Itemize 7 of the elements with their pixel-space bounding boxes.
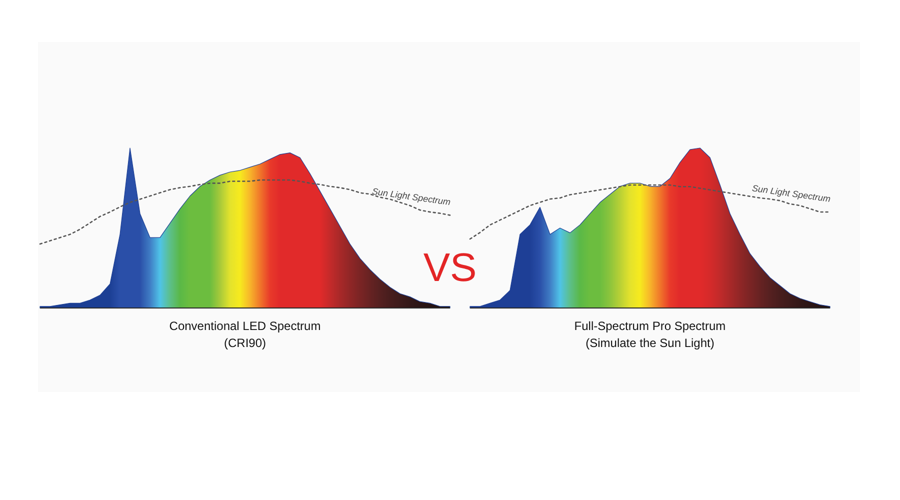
text: (CRI90) bbox=[224, 336, 266, 350]
text: Sun Light Spectrum bbox=[751, 183, 832, 204]
text: Sun Light Spectrum bbox=[371, 186, 452, 208]
text: VS bbox=[423, 246, 477, 290]
text: Conventional LED Spectrum bbox=[169, 319, 321, 333]
text: Full-Spectrum Pro Spectrum bbox=[574, 319, 726, 333]
text: (Simulate the Sun Light) bbox=[586, 336, 714, 350]
